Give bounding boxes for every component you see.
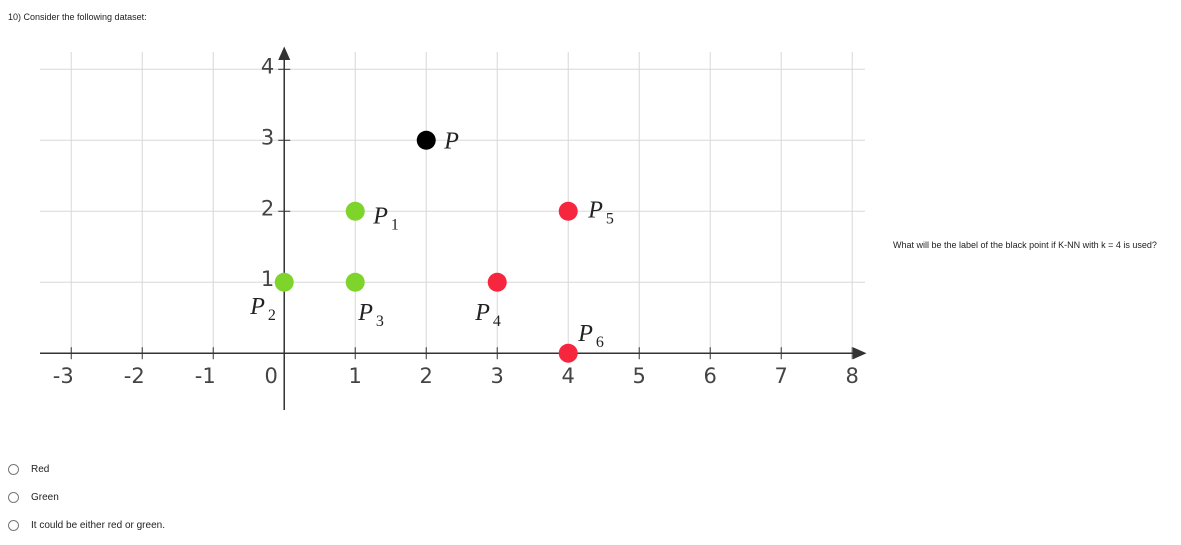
x-tick-label: 2: [420, 364, 433, 388]
option-label: Red: [31, 464, 50, 475]
y-tick-label: 3: [261, 125, 274, 149]
point-label-sub: 4: [493, 313, 501, 330]
x-tick-label: -3: [53, 364, 74, 388]
point: [487, 272, 507, 292]
x-tick-label: 1: [349, 364, 362, 388]
point: [558, 201, 578, 221]
question-title: 10) Consider the following dataset:: [8, 12, 147, 22]
option-label: Green: [31, 492, 59, 503]
option-label: It could be either red or green.: [31, 520, 165, 531]
point-label-name: P: [474, 300, 490, 326]
point-label-sub: 3: [376, 313, 384, 330]
x-tick-label: 5: [633, 364, 646, 388]
option[interactable]: Red: [8, 464, 49, 475]
point-label-name: P: [577, 321, 593, 347]
y-tick-label: 2: [261, 196, 274, 220]
point-label-name: P: [443, 128, 459, 154]
point: [558, 343, 578, 363]
option[interactable]: It could be either red or green.: [8, 520, 165, 531]
side-question: What will be the label of the black poin…: [893, 240, 1157, 250]
point: [416, 130, 436, 150]
x-tick-label: 6: [704, 364, 717, 388]
point-label-sub: 6: [596, 334, 604, 351]
point-label-sub: 2: [268, 307, 276, 324]
point-label-name: P: [372, 203, 388, 229]
radio[interactable]: [8, 464, 19, 475]
x-tick-label: 7: [775, 364, 788, 388]
option[interactable]: Green: [8, 492, 59, 503]
y-tick-label: 1: [261, 267, 274, 291]
point-label-sub: 5: [606, 210, 614, 227]
point-label: P: [443, 128, 459, 154]
point: [345, 201, 365, 221]
x-tick-label: -2: [124, 364, 145, 388]
radio[interactable]: [8, 492, 19, 503]
x-tick-label: -1: [195, 364, 216, 388]
point: [345, 272, 365, 292]
radio[interactable]: [8, 520, 19, 531]
point-label-name: P: [249, 294, 265, 320]
point-label-sub: 1: [391, 216, 399, 233]
x-tick-label: 0: [265, 364, 278, 388]
x-tick-label: 3: [491, 364, 504, 388]
x-tick-label: 8: [846, 364, 859, 388]
point: [274, 272, 294, 292]
point-label-name: P: [587, 197, 603, 223]
x-tick-label: 4: [562, 364, 575, 388]
point-label-name: P: [357, 300, 373, 326]
y-tick-label: 4: [261, 54, 274, 78]
